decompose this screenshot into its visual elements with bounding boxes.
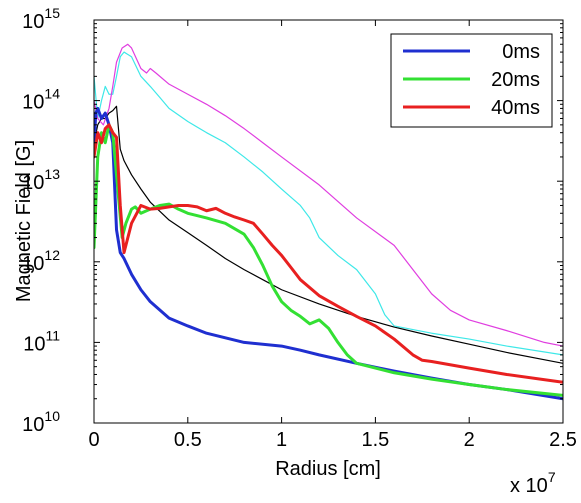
y-tick-label-base: 10 [23,333,45,355]
y-tick-label-exponent: 13 [44,166,60,182]
y-tick-label-base: 10 [22,11,44,33]
plot-frame [93,19,564,424]
x-axis-multiplier: x 107 [510,469,556,497]
series-line-40ms [94,123,563,384]
x-tick-label: 1.5 [361,429,389,451]
y-tick-label-base: 10 [22,253,44,275]
legend-label-40ms: 40ms [491,97,540,119]
x-axis-label: Radius [cm] [275,458,381,480]
legend-label-0ms: 0ms [502,41,540,63]
x-tick-label: 0.5 [174,429,202,451]
legend: 0ms 20ms 40ms [390,33,553,128]
legend-label-20ms: 20ms [491,69,540,91]
y-tick-label: 1012 [22,247,60,275]
x-tick-label: 1 [276,429,287,451]
y-tick-label: 1015 [22,5,60,33]
y-tick-label-base: 10 [22,172,44,194]
x-axis-multiplier-exponent: 7 [548,469,556,485]
y-tick-label-exponent: 10 [44,408,60,424]
series-line-20ms [94,123,563,397]
y-tick-label: 1011 [23,327,60,355]
y-tick-label-base: 10 [22,92,44,114]
y-tick-label: 1010 [22,408,60,436]
y-tick-label-exponent: 14 [44,86,60,102]
y-tick-label-exponent: 12 [44,247,60,263]
y-tick-label: 1013 [22,166,60,194]
y-tick-label: 1014 [22,86,60,114]
series-layer [94,43,563,401]
y-axis-label: Magnetic Field [G] [13,140,35,302]
x-tick-label: 0 [88,429,99,451]
series-line-unlabeled-3 [94,105,563,364]
y-tick-label-exponent: 11 [45,327,60,343]
series-line-unlabeled-5 [94,43,563,347]
series-line-unlabeled-4 [94,51,563,356]
x-tick-label: 2.5 [549,429,577,451]
y-tick-label-base: 10 [22,414,44,436]
y-tick-label-exponent: 15 [44,5,60,21]
x-axis: 0 0.5 1 1.5 2 2.5 [88,20,577,451]
x-tick-label: 2 [464,429,475,451]
x-axis-multiplier-base: x 10 [510,475,548,497]
